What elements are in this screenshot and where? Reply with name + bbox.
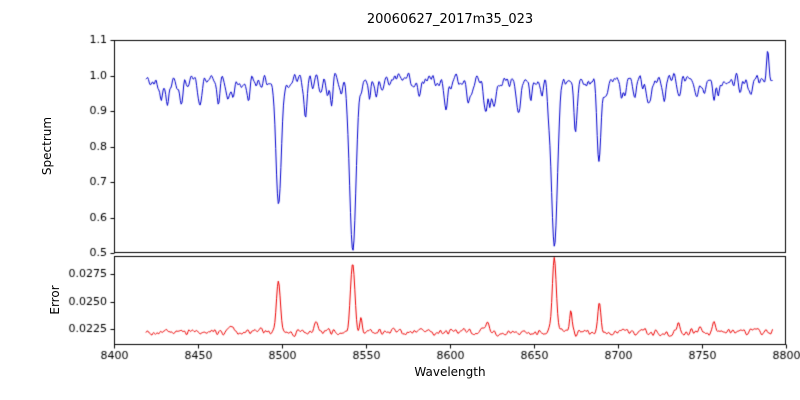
y-axis-label-spectrum: Spectrum — [40, 116, 54, 176]
plot-title: 20060627_2017m35_023 — [366, 12, 534, 27]
y-axis-label-error: Error — [48, 285, 62, 315]
x-axis-label-wavelength: Wavelength — [414, 365, 486, 379]
